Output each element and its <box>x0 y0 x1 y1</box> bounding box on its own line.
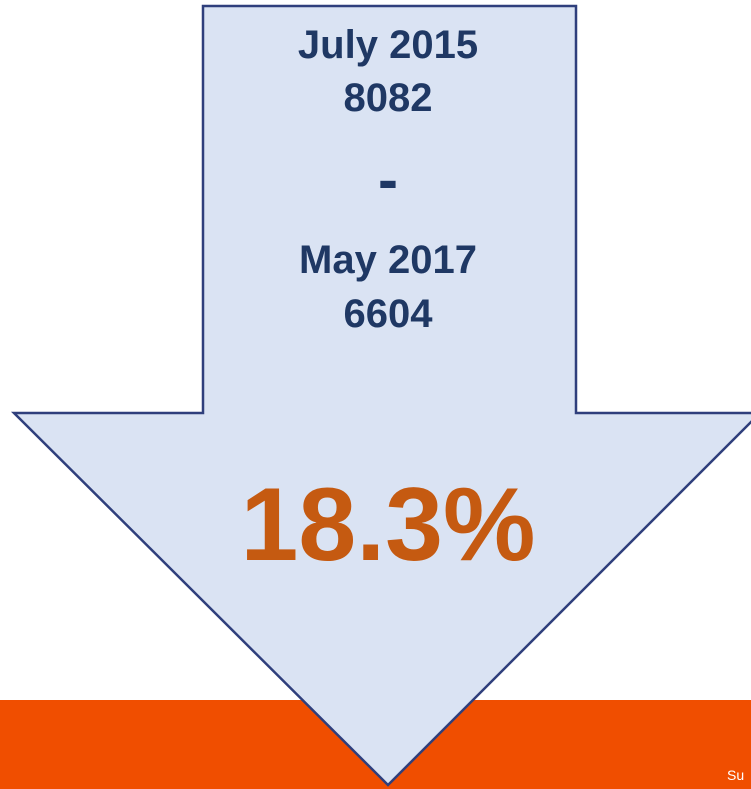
change-percent: 18.3% <box>241 467 536 583</box>
end-label: May 2017 <box>299 238 477 282</box>
start-label: July 2015 <box>298 23 478 67</box>
start-value: 8082 <box>344 76 433 120</box>
down-arrow <box>10 4 751 787</box>
separator: - <box>378 146 398 213</box>
end-value: 6604 <box>344 292 434 336</box>
footer-text: Su <box>727 767 744 783</box>
